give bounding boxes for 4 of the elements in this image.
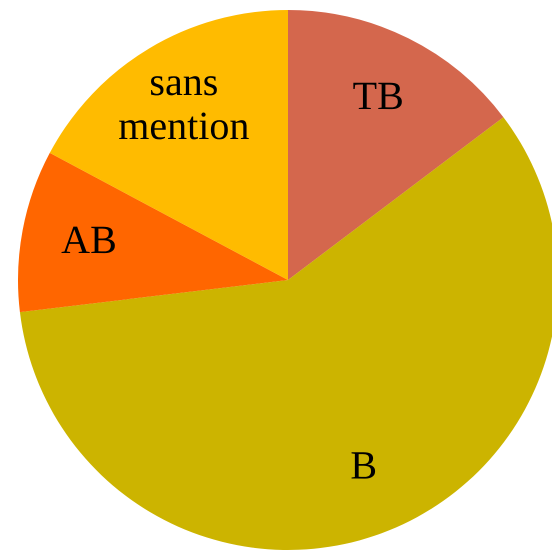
slice-label: AB [61, 217, 117, 262]
slice-label: TB [352, 73, 404, 118]
slice-label: B [350, 442, 378, 488]
slice-label: sans mention [118, 58, 250, 148]
